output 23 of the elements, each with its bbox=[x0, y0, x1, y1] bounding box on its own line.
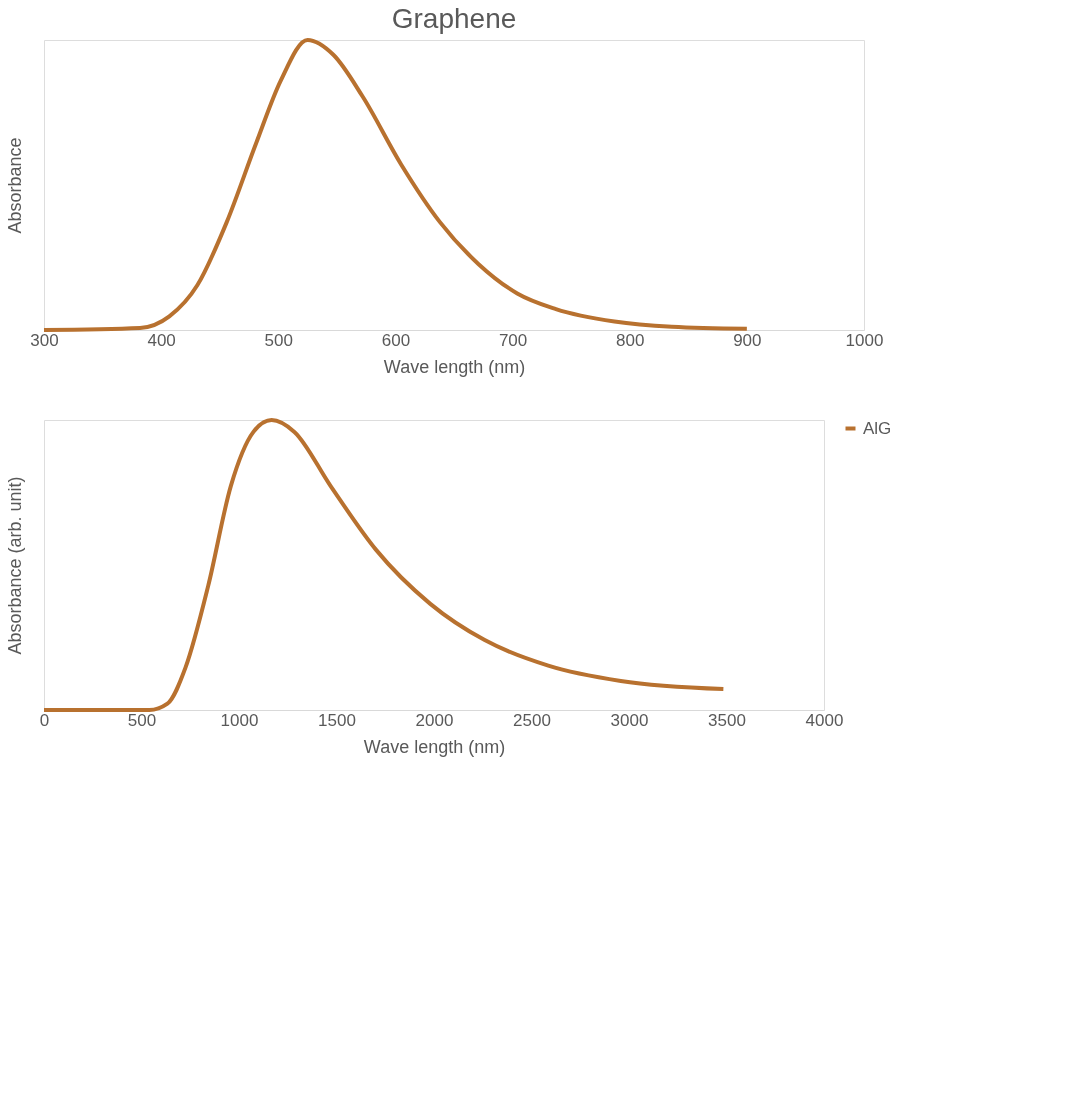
x-tick-label: 800 bbox=[616, 330, 645, 350]
y-axis-title: Absorbance bbox=[4, 137, 25, 234]
x-axis-title: Wave length (nm) bbox=[363, 736, 506, 757]
x-tick-label: 0 bbox=[39, 710, 50, 730]
x-tick-label: 400 bbox=[147, 330, 176, 350]
x-tick-label: 500 bbox=[127, 710, 157, 730]
x-tick-label: 2500 bbox=[513, 710, 551, 730]
x-tick-label: 1000 bbox=[220, 710, 259, 730]
x-tick-label: 4000 bbox=[805, 710, 844, 730]
x-tick-label: 2000 bbox=[415, 710, 454, 730]
x-tick-label: 600 bbox=[381, 330, 411, 350]
x-tick-label: 300 bbox=[30, 330, 59, 350]
x-tick-label: 3000 bbox=[610, 710, 649, 730]
x-tick-label: 500 bbox=[264, 330, 293, 350]
chart-title: Graphene bbox=[391, 3, 517, 34]
x-axis-title: Wave length (nm) bbox=[383, 356, 526, 377]
legend-label: AlG bbox=[863, 418, 892, 438]
x-tick-label: 1000 bbox=[845, 330, 884, 350]
y-axis-title: Absorbance (arb. unit) bbox=[4, 476, 25, 655]
x-tick-label: 900 bbox=[733, 330, 762, 350]
x-tick-label: 3500 bbox=[708, 710, 746, 730]
x-tick-label: 700 bbox=[498, 330, 528, 350]
x-tick-label: 1500 bbox=[318, 710, 356, 730]
